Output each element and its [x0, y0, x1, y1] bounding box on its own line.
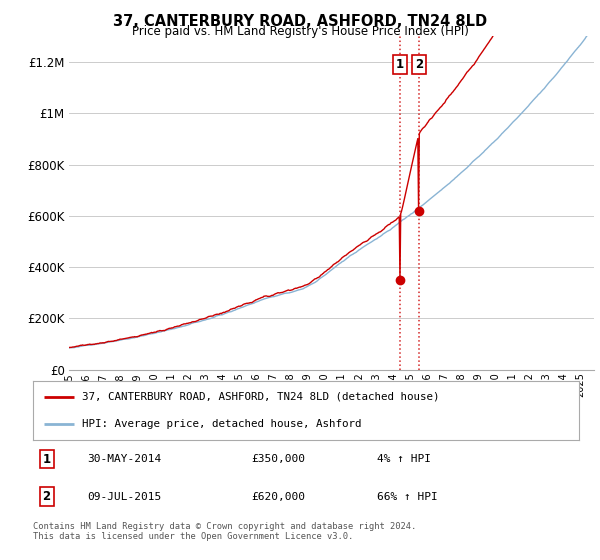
Text: 4% ↑ HPI: 4% ↑ HPI — [377, 454, 431, 464]
Text: 66% ↑ HPI: 66% ↑ HPI — [377, 492, 438, 502]
Text: 37, CANTERBURY ROAD, ASHFORD, TN24 8LD: 37, CANTERBURY ROAD, ASHFORD, TN24 8LD — [113, 14, 487, 29]
Text: 30-MAY-2014: 30-MAY-2014 — [88, 454, 162, 464]
Text: 1: 1 — [396, 58, 404, 71]
Text: 09-JUL-2015: 09-JUL-2015 — [88, 492, 162, 502]
Text: HPI: Average price, detached house, Ashford: HPI: Average price, detached house, Ashf… — [82, 419, 362, 429]
Text: 37, CANTERBURY ROAD, ASHFORD, TN24 8LD (detached house): 37, CANTERBURY ROAD, ASHFORD, TN24 8LD (… — [82, 391, 440, 402]
Text: Price paid vs. HM Land Registry's House Price Index (HPI): Price paid vs. HM Land Registry's House … — [131, 25, 469, 38]
Text: £350,000: £350,000 — [251, 454, 305, 464]
Text: Contains HM Land Registry data © Crown copyright and database right 2024.
This d: Contains HM Land Registry data © Crown c… — [33, 522, 416, 542]
Text: 1: 1 — [43, 452, 51, 465]
Text: 2: 2 — [415, 58, 423, 71]
Text: 2: 2 — [43, 491, 51, 503]
Text: £620,000: £620,000 — [251, 492, 305, 502]
